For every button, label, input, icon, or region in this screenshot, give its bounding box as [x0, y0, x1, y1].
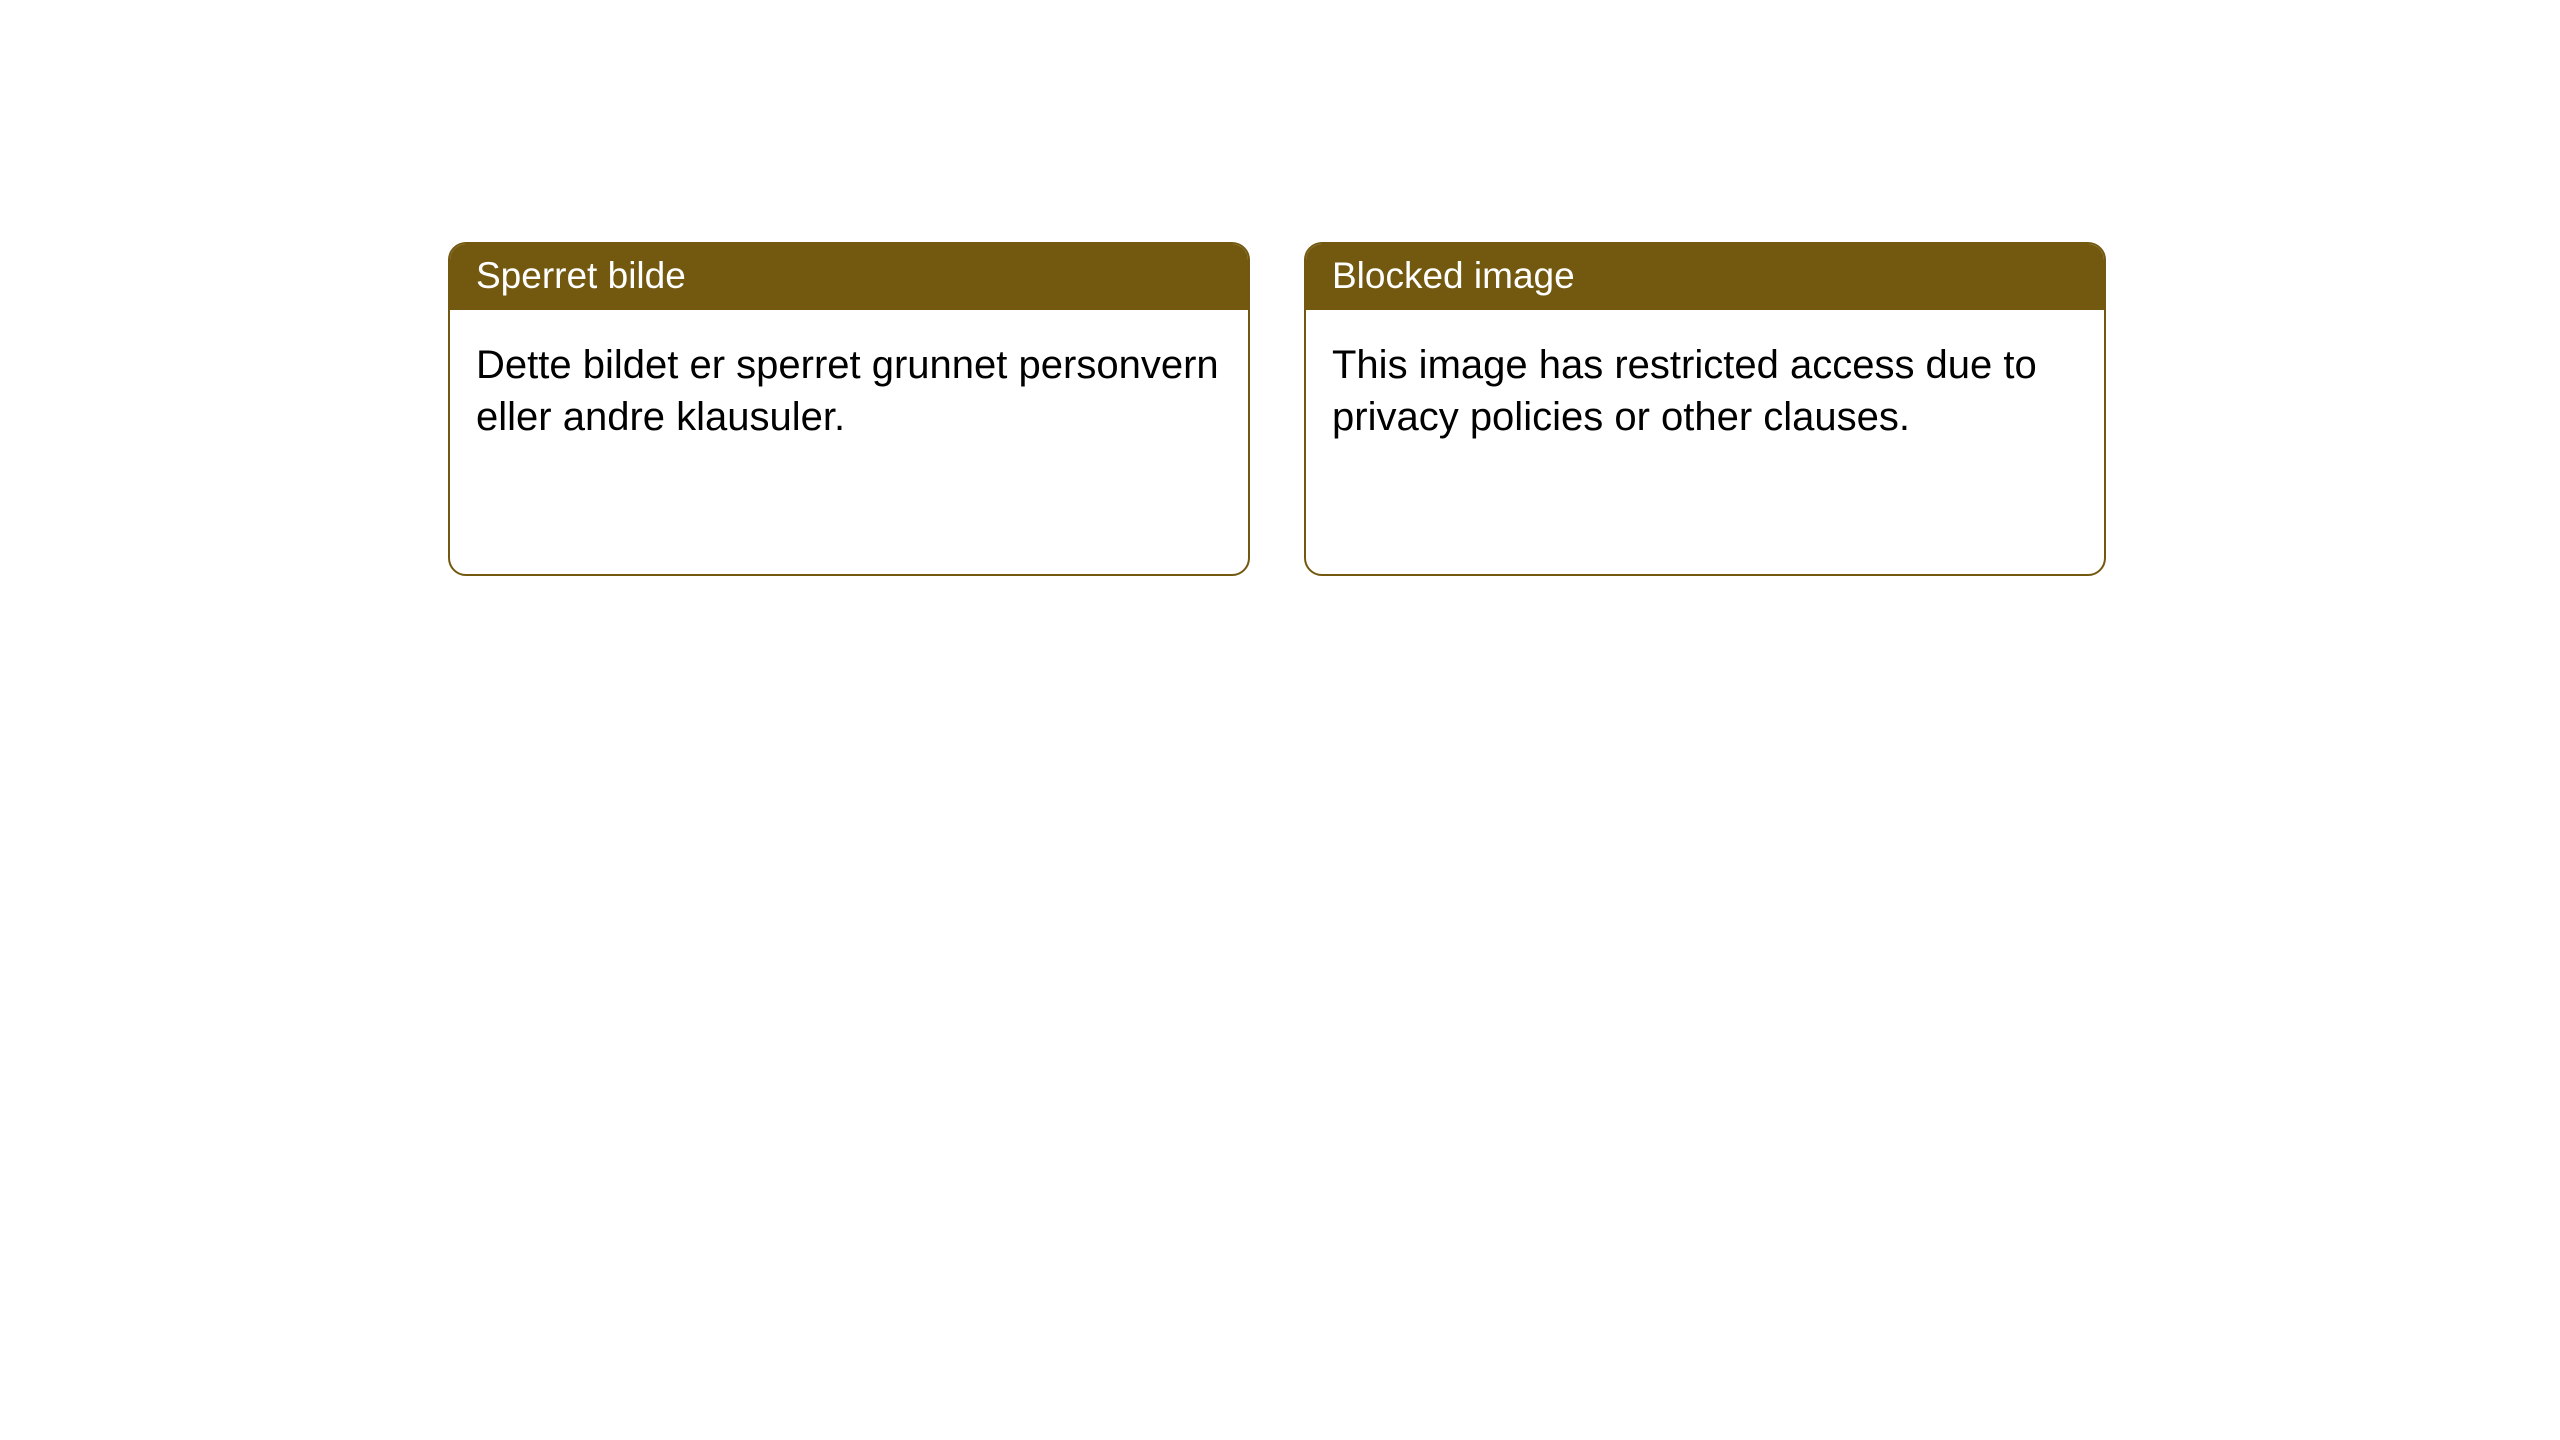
card-body: This image has restricted access due to …: [1306, 310, 2104, 472]
notice-card-norwegian: Sperret bilde Dette bildet er sperret gr…: [448, 242, 1250, 576]
card-body: Dette bildet er sperret grunnet personve…: [450, 310, 1248, 472]
card-header: Sperret bilde: [450, 244, 1248, 310]
card-title: Blocked image: [1332, 255, 1575, 296]
card-body-text: Dette bildet er sperret grunnet personve…: [476, 343, 1219, 438]
notice-card-english: Blocked image This image has restricted …: [1304, 242, 2106, 576]
card-header: Blocked image: [1306, 244, 2104, 310]
card-title: Sperret bilde: [476, 255, 686, 296]
notice-container: Sperret bilde Dette bildet er sperret gr…: [0, 0, 2560, 576]
card-body-text: This image has restricted access due to …: [1332, 343, 2037, 438]
